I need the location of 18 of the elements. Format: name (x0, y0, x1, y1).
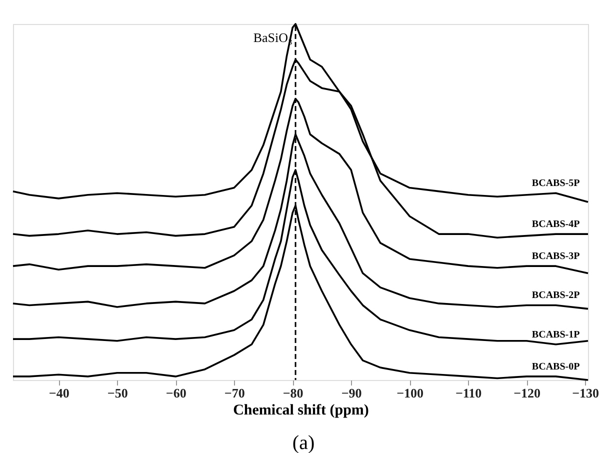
x-tick-label: −40 (48, 386, 70, 400)
series-label: BCABS-1P (532, 329, 580, 340)
series-label: BCABS-4P (532, 219, 580, 230)
x-tick-label: −60 (166, 386, 186, 400)
x-tick-label: −120 (514, 386, 541, 400)
x-axis-title: Chemical shift (ppm) (233, 402, 369, 418)
series-label: BCABS-3P (532, 251, 580, 262)
series-label: BCABS-5P (532, 178, 580, 190)
x-tick-label: −100 (396, 386, 424, 400)
x-tick-label: −80 (282, 386, 304, 400)
x-tick-label: −50 (107, 386, 128, 400)
series-label: BCABS-0P (532, 361, 580, 372)
x-tick-label: −90 (341, 386, 362, 400)
x-tick-label: −110 (455, 386, 482, 400)
x-tick-label: −70 (224, 386, 245, 400)
series-label: BCABS-2P (532, 290, 580, 302)
text: (a) (292, 432, 315, 453)
x-tick-label: −130 (572, 386, 600, 400)
